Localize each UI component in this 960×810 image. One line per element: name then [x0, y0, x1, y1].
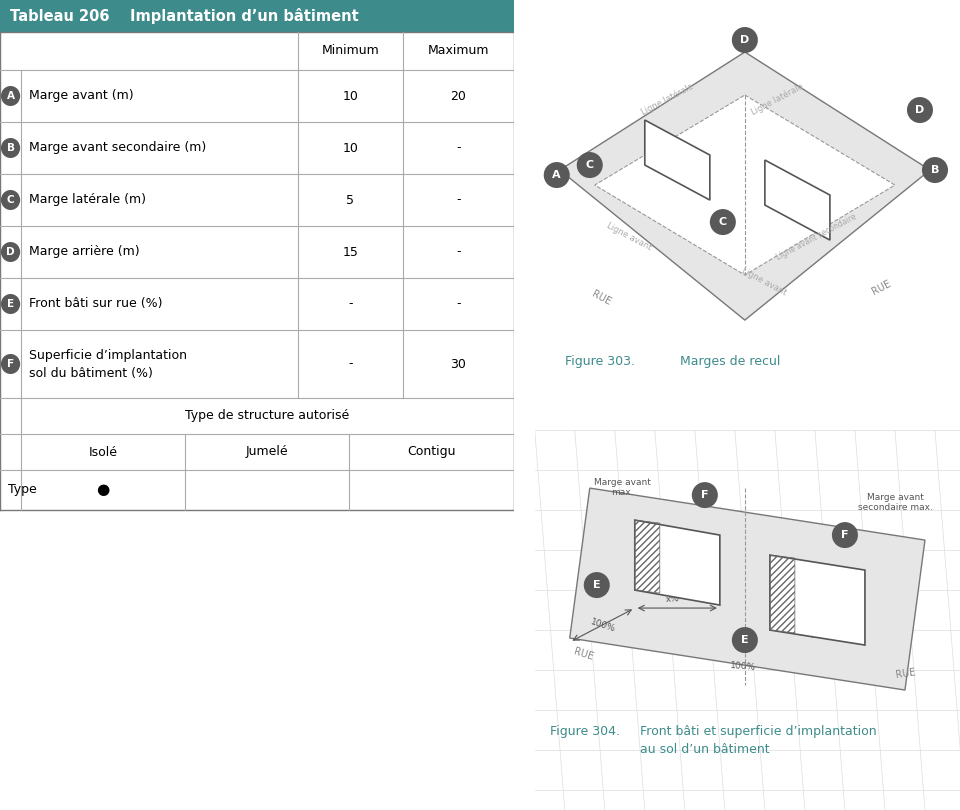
Circle shape — [1, 86, 20, 106]
Circle shape — [543, 162, 569, 188]
Text: Front bâti et superficie d’implantation: Front bâti et superficie d’implantation — [639, 725, 876, 738]
Text: C: C — [586, 160, 594, 170]
Circle shape — [692, 482, 718, 508]
Circle shape — [832, 522, 858, 548]
Text: x%: x% — [810, 630, 825, 640]
Text: A: A — [552, 170, 561, 180]
Text: sol du bâtiment (%): sol du bâtiment (%) — [29, 366, 153, 380]
Text: F: F — [841, 530, 849, 540]
Polygon shape — [635, 520, 720, 605]
Text: E: E — [7, 299, 14, 309]
Circle shape — [922, 157, 948, 183]
Text: B: B — [931, 165, 939, 175]
Polygon shape — [770, 555, 865, 645]
Text: Figure 303.: Figure 303. — [564, 355, 635, 368]
Text: B: B — [7, 143, 14, 153]
Text: RUE: RUE — [870, 279, 893, 297]
Text: -: - — [348, 297, 352, 310]
Text: 5: 5 — [347, 194, 354, 207]
Text: Type: Type — [8, 484, 36, 497]
Text: Marge latérale (m): Marge latérale (m) — [29, 194, 146, 207]
Circle shape — [1, 242, 20, 262]
Circle shape — [1, 294, 20, 314]
Polygon shape — [560, 52, 930, 320]
Text: Ligne avant: Ligne avant — [605, 221, 653, 252]
Text: 100%: 100% — [589, 617, 617, 634]
Text: 10: 10 — [343, 89, 358, 103]
Text: 15: 15 — [343, 245, 358, 258]
Polygon shape — [595, 95, 895, 275]
Text: Marge arrière (m): Marge arrière (m) — [29, 245, 139, 258]
Text: Type de structure autorisé: Type de structure autorisé — [185, 410, 349, 423]
Text: C: C — [7, 195, 14, 205]
Circle shape — [1, 354, 20, 374]
Text: -: - — [456, 245, 461, 258]
Text: Superficie d’implantation: Superficie d’implantation — [29, 348, 187, 361]
Text: -: - — [456, 194, 461, 207]
Circle shape — [709, 209, 736, 235]
Text: Marge avant
max.: Marge avant max. — [594, 478, 651, 497]
Text: 20: 20 — [450, 89, 467, 103]
Circle shape — [577, 152, 603, 178]
Text: F: F — [7, 359, 14, 369]
Text: D: D — [915, 105, 924, 115]
Text: F: F — [701, 490, 708, 500]
Circle shape — [732, 27, 757, 53]
Text: D: D — [7, 247, 14, 257]
Text: E: E — [593, 580, 601, 590]
Text: 10: 10 — [343, 142, 358, 155]
Text: Marge avant secondaire (m): Marge avant secondaire (m) — [29, 142, 206, 155]
Circle shape — [907, 97, 933, 123]
Text: -: - — [456, 297, 461, 310]
Text: ●: ● — [97, 483, 109, 497]
Text: x%: x% — [665, 594, 680, 604]
Polygon shape — [569, 488, 925, 690]
Circle shape — [584, 572, 610, 598]
Text: RUE: RUE — [589, 289, 612, 307]
Text: Figure 304.: Figure 304. — [550, 725, 620, 738]
Text: -: - — [348, 357, 352, 370]
Text: Tableau 206    Implantation d’un bâtiment: Tableau 206 Implantation d’un bâtiment — [10, 8, 358, 24]
Text: Marges de recul: Marges de recul — [680, 355, 780, 368]
Circle shape — [1, 138, 20, 158]
Text: E: E — [741, 635, 749, 645]
Text: Ligne latérale: Ligne latérale — [639, 82, 695, 117]
Text: Ligne avant secondaire: Ligne avant secondaire — [775, 212, 858, 262]
Text: Jumelé: Jumelé — [246, 446, 289, 458]
Circle shape — [1, 190, 20, 210]
Text: C: C — [719, 217, 727, 227]
Text: Isolé: Isolé — [88, 446, 118, 458]
Text: -: - — [456, 142, 461, 155]
Text: 30: 30 — [450, 357, 467, 370]
Text: A: A — [7, 91, 14, 101]
Text: Ligne latérale: Ligne latérale — [750, 82, 805, 117]
Text: Minimum: Minimum — [322, 45, 379, 58]
Text: 100%: 100% — [730, 661, 756, 672]
Text: au sol d’un bâtiment: au sol d’un bâtiment — [639, 743, 769, 756]
Polygon shape — [645, 120, 709, 200]
Circle shape — [732, 627, 757, 653]
Text: Front bâti sur rue (%): Front bâti sur rue (%) — [29, 297, 162, 310]
Text: Ligne avant: Ligne avant — [740, 266, 788, 297]
Bar — [0, 0, 514, 32]
Text: Maximum: Maximum — [427, 45, 490, 58]
Text: Contigu: Contigu — [407, 446, 456, 458]
Text: Marge avant (m): Marge avant (m) — [29, 89, 133, 103]
Text: RUE: RUE — [573, 646, 595, 662]
Polygon shape — [765, 160, 829, 240]
Text: RUE: RUE — [895, 667, 916, 680]
Text: Marge avant
secondaire max.: Marge avant secondaire max. — [857, 492, 932, 512]
Text: D: D — [740, 35, 750, 45]
